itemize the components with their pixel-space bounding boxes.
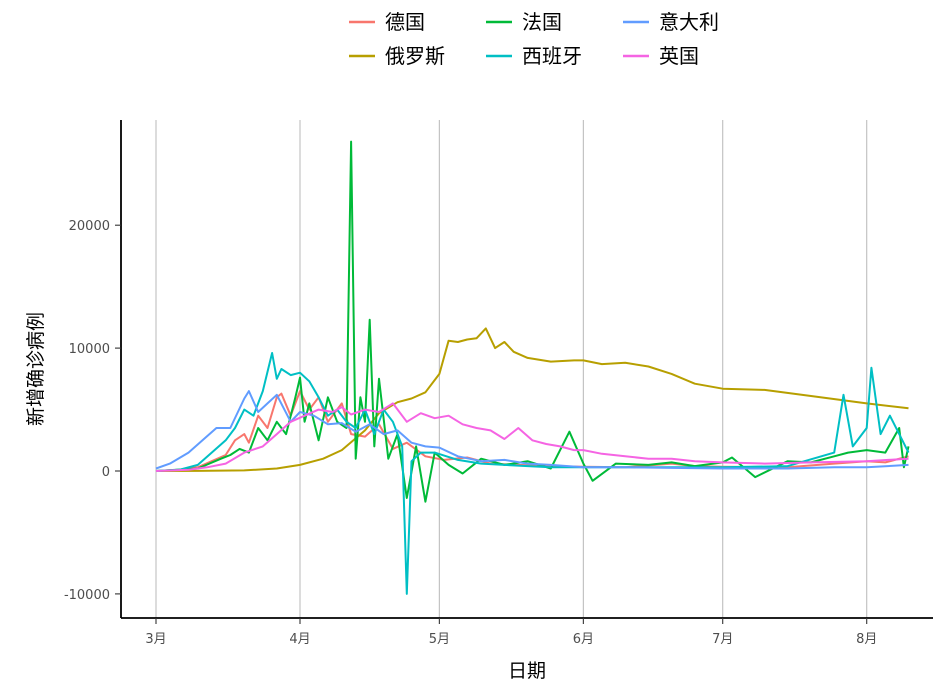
x-tick-label: 3月 [145, 632, 166, 647]
series-line [155, 140, 910, 503]
y-axis-title: 新增确诊病例 [25, 312, 47, 426]
legend-label: 法国 [522, 10, 562, 34]
vertical-grid [155, 120, 868, 618]
x-tick-label: 8月 [856, 632, 877, 647]
y-tick-label: 10000 [69, 342, 110, 357]
y-tick-label: 0 [102, 465, 110, 480]
x-tick-label: 5月 [429, 632, 450, 647]
x-tick-label: 4月 [289, 632, 310, 647]
x-tick-label: 7月 [712, 632, 733, 647]
y-ticks: -10000 0 10000 20000 [64, 219, 121, 603]
plot-area [155, 140, 910, 595]
y-tick-label: 20000 [69, 219, 110, 234]
x-axis-title: 日期 [508, 660, 546, 682]
axes [120, 120, 933, 619]
y-tick-label: -10000 [64, 588, 110, 603]
legend-label: 英国 [659, 44, 699, 68]
legend-label: 意大利 [659, 10, 719, 34]
legend-label: 德国 [385, 10, 425, 34]
series-line [155, 402, 909, 472]
x-tick-label: 6月 [573, 632, 594, 647]
legend-label: 俄罗斯 [385, 44, 445, 68]
legend-label: 西班牙 [522, 44, 582, 68]
x-ticks: 3月 4月 5月 6月 7月 8月 [145, 618, 877, 647]
series-line [155, 327, 909, 472]
series-line [155, 390, 909, 470]
series-line [155, 352, 910, 595]
